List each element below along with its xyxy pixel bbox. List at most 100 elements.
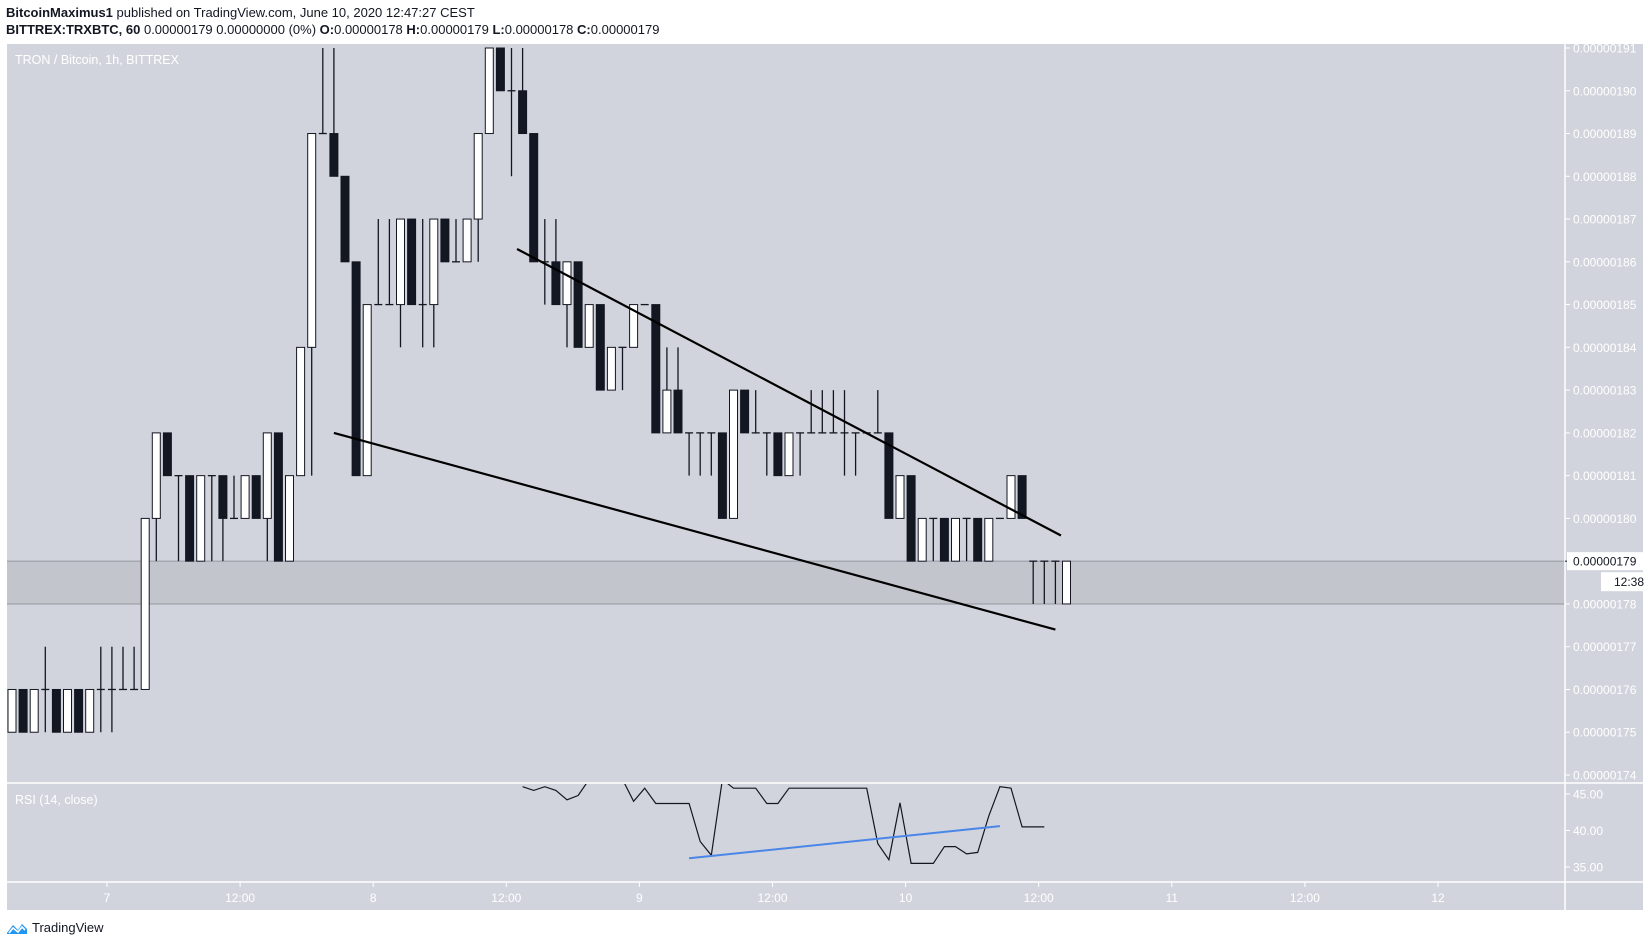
candle xyxy=(673,347,683,434)
candle xyxy=(495,47,505,92)
candle xyxy=(196,475,206,562)
candle xyxy=(1006,475,1016,519)
candle xyxy=(429,218,439,348)
candle xyxy=(851,432,860,476)
upper-wedge-trendline[interactable] xyxy=(516,248,1062,537)
price-axis[interactable]: 0.00000191 0.00000190 0.00000189 0.00000188… xyxy=(1565,42,1651,783)
publish-info: BitcoinMaximus1 published on TradingView… xyxy=(6,5,475,20)
open-label: O: xyxy=(319,22,335,37)
candle xyxy=(41,646,50,733)
price-tick-label: 0.00000186 xyxy=(1573,255,1637,269)
candle xyxy=(29,688,39,733)
candle xyxy=(440,218,450,263)
low-label: L: xyxy=(492,22,505,37)
candle xyxy=(906,475,916,562)
brand-footer[interactable]: TradingView xyxy=(6,920,104,935)
candle xyxy=(96,646,105,733)
candle xyxy=(130,646,139,691)
candle xyxy=(962,517,971,562)
candle xyxy=(984,517,994,562)
time-tick-label: 12:00 xyxy=(1024,891,1054,905)
candle xyxy=(273,432,283,562)
rsi-axis[interactable]: 45.00 40.00 35.00 xyxy=(1565,788,1603,875)
countdown-label: 12:38 xyxy=(1614,575,1644,589)
price-tick-label: 0.00000182 xyxy=(1573,426,1637,440)
candle xyxy=(784,432,794,477)
candle xyxy=(518,48,528,135)
candle xyxy=(452,219,460,263)
candle xyxy=(717,432,727,519)
candle xyxy=(407,218,417,306)
rsi-tick-label: 45.00 xyxy=(1573,788,1603,802)
main-legend[interactable]: TRON / Bitcoin, 1h, BITTREX xyxy=(15,53,180,67)
price-tick-label: 0.00000178 xyxy=(1573,597,1637,611)
candle xyxy=(895,475,905,519)
candle xyxy=(385,219,394,306)
candle xyxy=(840,390,849,476)
time-tick-label: 8 xyxy=(370,891,377,905)
lower-wedge-trendline[interactable] xyxy=(333,431,1056,631)
rsi-trendline[interactable] xyxy=(688,825,1001,860)
candle xyxy=(884,432,894,519)
price-tick-label: 0.00000177 xyxy=(1573,640,1637,654)
price-tick-label: 0.00000179 xyxy=(1573,555,1637,569)
candlestick-series xyxy=(7,47,1071,733)
candle xyxy=(818,390,827,434)
time-tick-label: 7 xyxy=(104,891,111,905)
candle xyxy=(307,133,317,476)
candle xyxy=(796,432,805,476)
candle xyxy=(629,304,639,348)
candle xyxy=(696,432,705,476)
candle xyxy=(63,688,72,733)
candle xyxy=(462,218,472,263)
candle xyxy=(1051,560,1060,604)
rsi-tick-label: 35.00 xyxy=(1573,861,1603,875)
candle xyxy=(929,517,938,562)
low-value: 0.00000178 xyxy=(504,22,574,37)
candle xyxy=(340,175,350,263)
published-text: published on TradingView.com, June 10, 2… xyxy=(116,5,475,20)
candle xyxy=(651,304,661,434)
price-tick-label: 0.00000189 xyxy=(1573,127,1637,141)
candle xyxy=(1062,560,1071,605)
last-price: 0.00000179 xyxy=(143,22,213,37)
rsi-line xyxy=(522,784,1045,865)
price-tick-label: 0.00000184 xyxy=(1573,341,1637,355)
price-tick-label: 0.00000183 xyxy=(1573,384,1637,398)
price-tick-label: 0.00000174 xyxy=(1573,769,1637,783)
candle xyxy=(418,219,427,348)
price-tick-label: 0.00000181 xyxy=(1573,469,1637,483)
candle xyxy=(329,48,339,177)
candle xyxy=(296,346,306,477)
candle xyxy=(573,261,583,348)
wedge-trendlines[interactable] xyxy=(333,248,1062,631)
candle xyxy=(951,517,960,562)
time-tick-label: 12:00 xyxy=(757,891,787,905)
author-name[interactable]: BitcoinMaximus1 xyxy=(6,5,113,20)
candle xyxy=(584,304,594,348)
rsi-legend[interactable]: RSI (14, close) xyxy=(15,793,98,807)
time-tick-label: 12 xyxy=(1431,891,1445,905)
support-zone xyxy=(7,560,1565,605)
close-value: 0.00000179 xyxy=(590,22,660,37)
candle xyxy=(185,475,195,562)
open-value: 0.00000178 xyxy=(334,22,403,37)
candle xyxy=(707,432,716,476)
time-tick-label: 10 xyxy=(899,891,913,905)
time-tick-label: 12:00 xyxy=(491,891,521,905)
candle xyxy=(762,432,771,476)
candle xyxy=(662,347,672,434)
candle xyxy=(262,432,272,562)
rsi-pane xyxy=(522,784,1045,865)
price-change: 0.00000000 (0%) xyxy=(216,22,317,37)
candle xyxy=(218,475,228,562)
candle xyxy=(807,390,816,434)
time-axis[interactable]: 7 12:00 8 12:00 9 12:00 10 12:00 11 12:00 12 xyxy=(104,882,1445,905)
candle xyxy=(162,432,172,477)
candle xyxy=(973,517,983,562)
candle xyxy=(939,517,949,562)
candle xyxy=(151,432,161,562)
high-label: H: xyxy=(406,22,421,37)
candle xyxy=(240,475,250,519)
